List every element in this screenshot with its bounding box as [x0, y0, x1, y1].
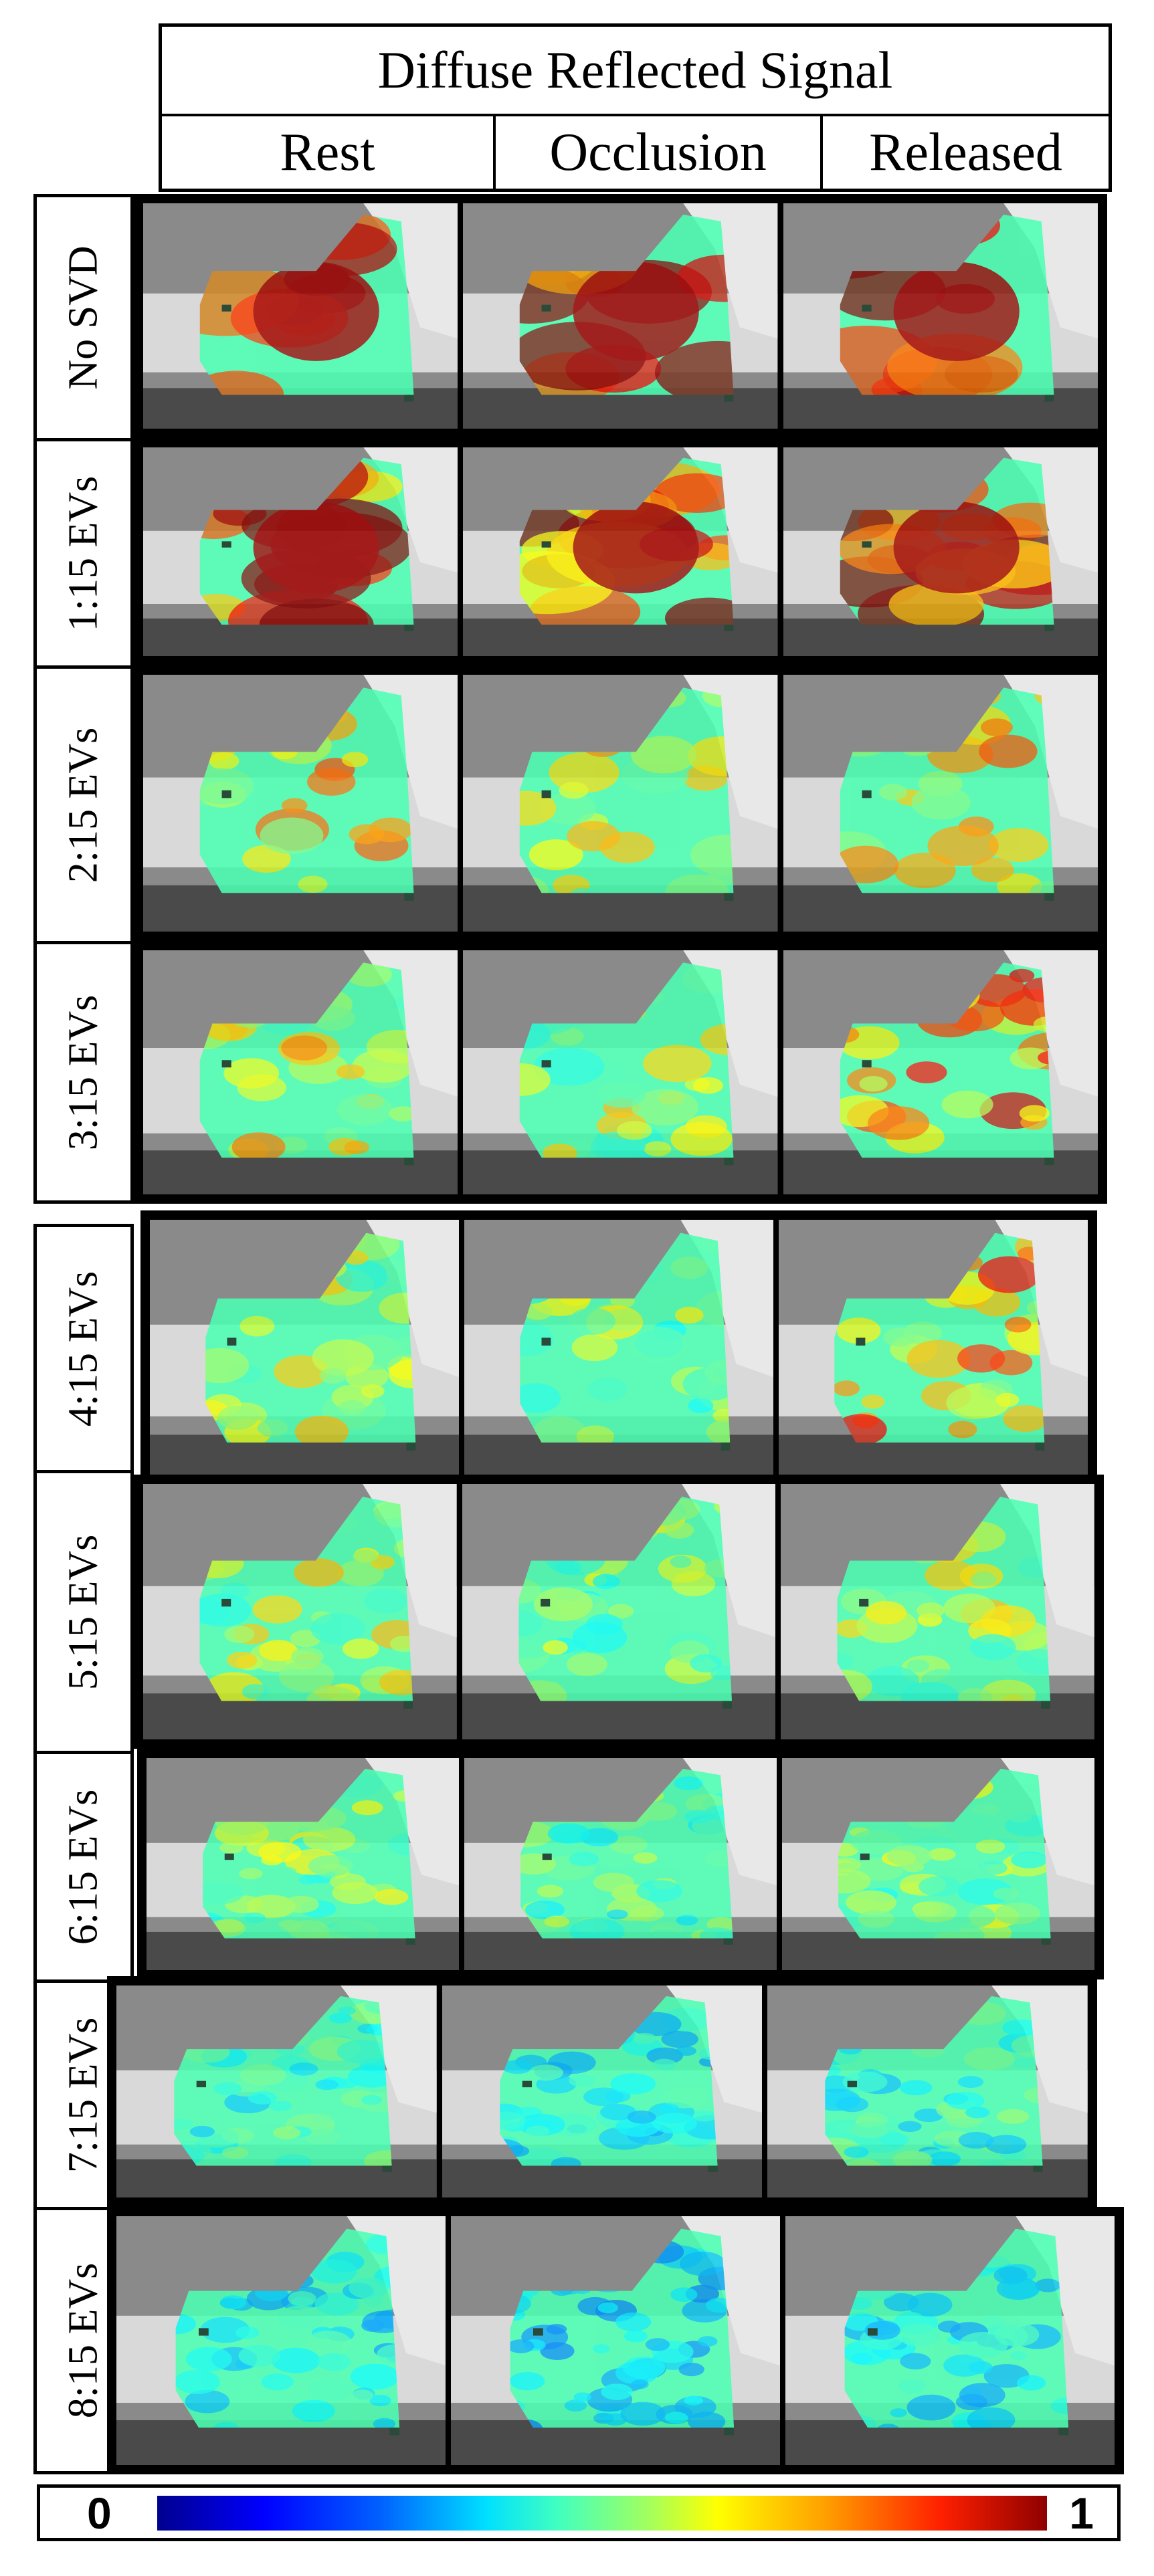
heatmap-panel-r4-c1 — [464, 1220, 773, 1482]
heatmap-panel-r0-c1 — [463, 203, 778, 429]
heatmap-panel-r2-c0 — [143, 675, 458, 932]
row-label-1: 1:15 EVs — [33, 438, 134, 665]
image-row-8 — [107, 2207, 1124, 2474]
heatmap-panel-r3-c2 — [783, 950, 1098, 1194]
heatmap-panel-r6-c1 — [464, 1758, 777, 1970]
heatmap-panel-r8-c2 — [785, 2216, 1115, 2465]
row-label-text: 3:15 EVs — [60, 994, 106, 1150]
heatmap-panel-r3-c1 — [463, 950, 778, 1194]
heatmap-panel-r7-c2 — [767, 1985, 1088, 2197]
row-label-text: 4:15 EVs — [60, 1271, 106, 1426]
colorbar-gradient — [157, 2496, 1047, 2531]
heatmap-panel-r7-c1 — [442, 1985, 763, 2197]
image-row-7 — [107, 1976, 1097, 2207]
heatmap-panel-r1-c2 — [783, 447, 1098, 656]
colorbar-min-label: 0 — [87, 2488, 112, 2538]
row-label-4: 4:15 EVs — [33, 1224, 134, 1470]
image-row-0 — [134, 194, 1107, 438]
heatmap-panel-r4-c2 — [779, 1220, 1088, 1482]
heatmap-panel-r0-c0 — [143, 203, 458, 429]
heatmap-panel-r6-c0 — [147, 1758, 459, 1970]
row-label-text: No SVD — [60, 245, 106, 390]
colorbar-max-label: 1 — [1069, 2488, 1094, 2538]
row-label-5: 5:15 EVs — [33, 1470, 134, 1751]
column-header-rest: Rest — [280, 122, 375, 182]
image-row-6 — [137, 1749, 1104, 1979]
figure-title: Diffuse Reflected Signal — [377, 41, 893, 99]
row-label-text: 2:15 EVs — [60, 727, 106, 883]
heatmap-panel-r0-c2 — [783, 203, 1098, 429]
row-label-2: 2:15 EVs — [33, 665, 134, 941]
image-row-4 — [140, 1210, 1097, 1491]
heatmap-panel-r3-c0 — [143, 950, 458, 1194]
heatmap-panel-r6-c2 — [782, 1758, 1094, 1970]
heatmap-panel-r7-c0 — [116, 1985, 437, 2197]
row-label-text: 1:15 EVs — [60, 475, 106, 631]
column-header-row: Rest Occlusion Released — [162, 114, 1109, 189]
heatmap-panel-r1-c0 — [143, 447, 458, 656]
row-label-6: 6:15 EVs — [33, 1751, 134, 1979]
heatmap-panel-r2-c2 — [783, 675, 1098, 932]
heatmap-panel-r5-c2 — [781, 1484, 1094, 1739]
column-header-occlusion: Occlusion — [493, 116, 820, 189]
column-header-released: Released — [820, 116, 1109, 189]
row-label-text: 8:15 EVs — [60, 2262, 106, 2419]
heatmap-panel-r4-c0 — [150, 1220, 459, 1482]
image-row-2 — [134, 665, 1107, 941]
heatmap-panel-r5-c0 — [143, 1484, 457, 1739]
row-label-3: 3:15 EVs — [33, 941, 134, 1204]
heatmap-panel-r1-c1 — [463, 447, 778, 656]
image-row-1 — [134, 438, 1107, 665]
heatmap-panel-r2-c1 — [463, 675, 778, 932]
header-table: Diffuse Reflected Signal Rest Occlusion … — [159, 23, 1112, 192]
heatmap-panel-r8-c0 — [116, 2216, 446, 2465]
image-row-5 — [134, 1475, 1104, 1749]
heatmap-panel-r8-c1 — [451, 2216, 780, 2465]
row-label-text: 5:15 EVs — [60, 1534, 106, 1690]
row-label-0: No SVD — [33, 194, 134, 438]
colorbar: 0 1 — [37, 2484, 1121, 2541]
image-row-3 — [134, 941, 1107, 1204]
row-label-text: 6:15 EVs — [60, 1789, 106, 1945]
heatmap-panel-r5-c1 — [462, 1484, 776, 1739]
row-label-text: 7:15 EVs — [60, 2017, 106, 2173]
